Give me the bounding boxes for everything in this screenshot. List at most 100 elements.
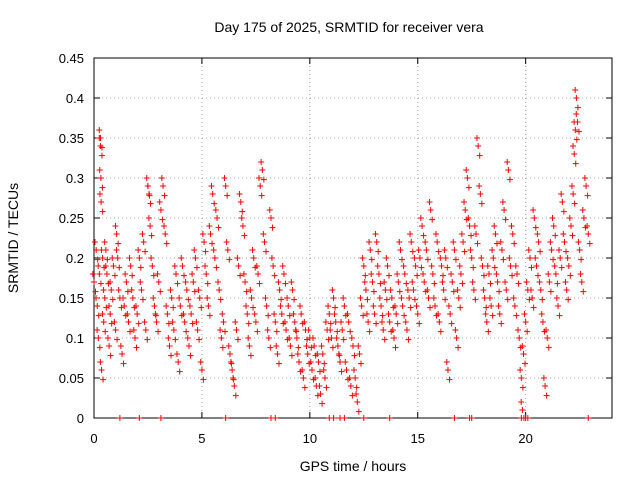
- data-point: [245, 320, 252, 327]
- data-point: [104, 256, 111, 263]
- data-point: [399, 303, 406, 309]
- data-point: [500, 256, 507, 263]
- data-point: [455, 344, 462, 351]
- data-point: [145, 215, 152, 221]
- data-point: [440, 287, 447, 293]
- data-point: [537, 287, 544, 293]
- data-point: [243, 303, 250, 309]
- data-point: [506, 176, 513, 183]
- data-point: [168, 352, 175, 359]
- data-point: [338, 368, 345, 375]
- data-point: [448, 271, 455, 277]
- data-point: [545, 344, 552, 351]
- data-point: [107, 279, 114, 285]
- data-point: [132, 335, 139, 341]
- data-point: [189, 271, 196, 277]
- data-point: [221, 175, 228, 181]
- data-point: [389, 327, 396, 333]
- data-point: [239, 223, 246, 229]
- data-point: [386, 272, 393, 279]
- data-point: [176, 368, 183, 375]
- data-point: [386, 319, 393, 325]
- data-point: [122, 271, 129, 277]
- data-point: [530, 304, 537, 311]
- data-point: [276, 287, 283, 293]
- data-point: [460, 239, 467, 245]
- data-point: [497, 239, 504, 245]
- data-point: [157, 288, 164, 295]
- data-point: [432, 303, 439, 309]
- data-point: [134, 311, 141, 317]
- data-point: [316, 383, 323, 389]
- data-point: [534, 231, 541, 237]
- data-point: [224, 192, 231, 199]
- data-point: [442, 255, 449, 261]
- data-point: [183, 328, 190, 335]
- data-point: [99, 255, 106, 261]
- data-point: [356, 351, 363, 357]
- data-point: [237, 199, 244, 205]
- data-point: [568, 183, 575, 189]
- data-point: [512, 263, 519, 269]
- data-point: [158, 175, 165, 181]
- y-tick-label: 0.2: [66, 251, 84, 266]
- data-point: [219, 344, 226, 351]
- data-point: [296, 359, 303, 365]
- data-point: [421, 279, 428, 285]
- data-point: [480, 287, 487, 293]
- data-point: [476, 152, 483, 159]
- data-point: [573, 111, 580, 117]
- data-point: [91, 279, 97, 285]
- data-point: [525, 247, 532, 253]
- data-point: [267, 215, 274, 221]
- data-point: [489, 312, 496, 319]
- data-point: [96, 344, 103, 351]
- data-point-zero: [222, 415, 229, 421]
- data-point: [292, 327, 299, 333]
- data-point: [581, 175, 588, 181]
- data-point: [470, 264, 477, 271]
- x-tick-label: 5: [198, 431, 205, 446]
- data-point: [411, 296, 418, 303]
- data-point: [100, 319, 107, 325]
- data-point: [94, 256, 101, 263]
- data-point: [352, 375, 359, 381]
- data-point: [99, 311, 106, 317]
- data-point: [95, 335, 102, 341]
- data-point: [270, 263, 277, 269]
- data-point: [467, 247, 474, 253]
- data-point: [309, 335, 316, 341]
- data-point: [391, 335, 398, 341]
- data-point: [420, 232, 427, 239]
- data-point: [198, 304, 205, 311]
- data-point: [135, 320, 142, 327]
- data-point: [188, 311, 195, 317]
- data-point: [422, 239, 429, 245]
- data-point: [205, 303, 212, 309]
- data-point: [216, 287, 223, 293]
- data-point: [468, 232, 475, 239]
- data-point: [224, 247, 231, 253]
- data-point: [579, 207, 586, 213]
- data-point: [398, 295, 405, 301]
- data-point: [340, 295, 347, 301]
- y-axis-title: SRMTID / TECUs: [5, 183, 21, 293]
- data-point: [99, 208, 106, 215]
- data-point: [532, 255, 539, 261]
- data-point: [471, 223, 478, 229]
- data-point: [170, 327, 177, 333]
- data-point: [569, 232, 576, 239]
- data-point: [414, 272, 421, 279]
- data-point: [209, 191, 216, 197]
- data-point: [226, 256, 233, 263]
- data-point: [187, 352, 194, 359]
- data-point: [452, 256, 459, 263]
- data-point: [529, 295, 536, 301]
- y-tick-label: 0.1: [66, 331, 84, 346]
- data-point: [365, 319, 372, 325]
- data-point: [519, 407, 526, 413]
- data-point: [277, 303, 284, 309]
- data-point: [469, 279, 476, 285]
- data-point: [169, 319, 176, 325]
- data-point-zero: [330, 415, 337, 421]
